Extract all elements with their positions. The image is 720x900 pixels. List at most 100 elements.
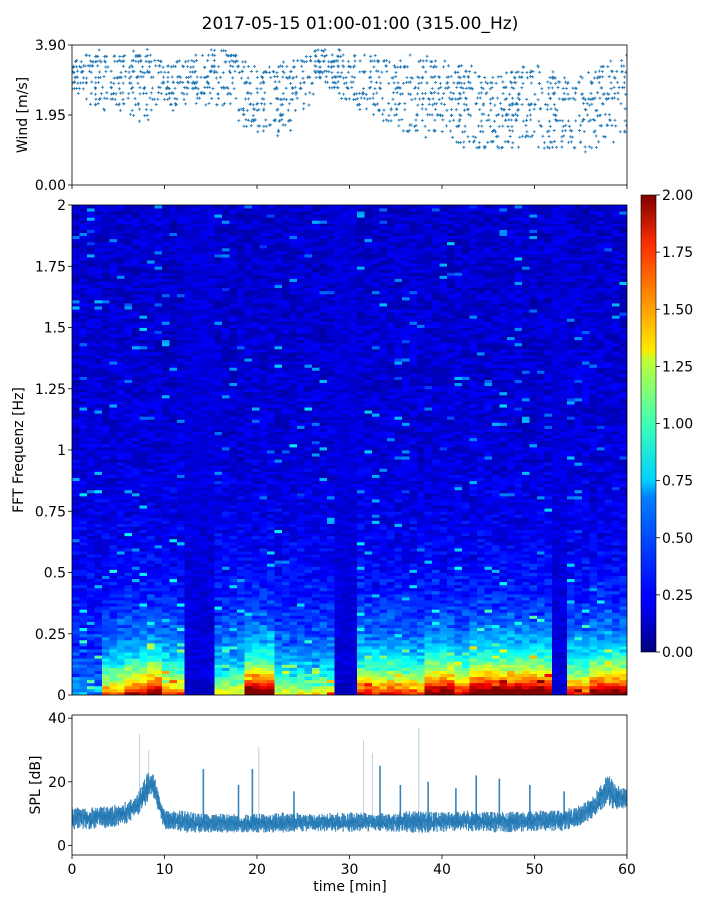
spectrogram-cell <box>147 321 155 325</box>
spectrogram-cell <box>139 306 148 310</box>
wind-point <box>601 75 605 79</box>
spectrogram-cell <box>147 404 155 408</box>
spectrogram-cell <box>117 489 125 494</box>
spectrogram-cell <box>192 688 200 693</box>
spectrogram-cell <box>192 572 200 576</box>
spectrogram-cell <box>94 272 103 276</box>
wind-point <box>154 64 158 68</box>
spectrogram-cell <box>162 373 170 377</box>
spectrogram-cell <box>94 627 103 632</box>
spectrogram-cell <box>199 459 208 463</box>
spectrogram-cell <box>124 367 133 371</box>
wind-point <box>327 70 331 74</box>
spectrogram-cell <box>72 566 80 570</box>
spectrogram-cell <box>199 382 208 387</box>
spectrogram-cell <box>147 318 155 322</box>
wind-point <box>501 92 505 96</box>
spectrogram-cell <box>229 649 238 653</box>
spectrogram-cell <box>94 312 103 316</box>
wind-point <box>580 76 584 80</box>
wind-point <box>433 118 437 122</box>
spectrogram-cell <box>199 391 208 396</box>
wind-point <box>539 107 543 111</box>
spectrogram-cell <box>199 557 208 561</box>
wind-point <box>187 75 191 79</box>
spectrogram-cell <box>169 572 178 576</box>
spectrogram-cell <box>154 250 163 255</box>
wind-point <box>242 65 246 69</box>
wind-point <box>267 71 271 75</box>
spectrogram-cell <box>87 272 95 276</box>
wind-point <box>168 96 172 100</box>
wind-point <box>190 59 194 63</box>
spectrogram-cell <box>177 636 185 641</box>
spectrogram-cell <box>117 495 125 500</box>
spectrogram-cell <box>207 260 215 264</box>
spectrogram-cell <box>117 569 125 573</box>
spectrogram-cell <box>184 572 193 576</box>
wind-point <box>247 91 251 95</box>
spectrogram-cell <box>102 554 110 558</box>
wind-point <box>117 81 121 85</box>
wind-point <box>184 60 188 64</box>
spectrogram-cell <box>222 263 230 267</box>
spectrogram-cell <box>222 287 230 292</box>
spectrogram-cell <box>222 440 230 445</box>
spectrogram-cell <box>207 299 215 304</box>
spectrogram-cell <box>117 627 125 632</box>
spectrogram-cell <box>147 263 155 267</box>
spectrogram-cell <box>79 254 88 258</box>
spectrogram-cell <box>87 489 95 494</box>
spectrogram-cell <box>222 370 230 374</box>
spectrogram-cell <box>222 456 230 460</box>
spectrogram-cell <box>222 597 230 601</box>
wind-point <box>207 102 211 106</box>
spectrogram-cell <box>102 416 110 420</box>
wind-point <box>260 97 264 101</box>
spectrogram-cell <box>139 450 148 454</box>
spectrogram-cell <box>169 679 178 684</box>
wind-point <box>552 103 556 107</box>
wind-point <box>620 59 624 63</box>
spectrogram-cell <box>192 474 200 478</box>
spectrogram-cell <box>102 566 110 570</box>
spectrogram-cell <box>102 250 110 255</box>
wind-point <box>316 59 320 63</box>
spectrogram-cell <box>72 560 80 564</box>
wind-point <box>228 71 232 75</box>
spectrogram-cell <box>207 407 215 411</box>
spectrogram-cell <box>162 336 170 341</box>
spectrogram-cell <box>154 290 163 295</box>
spectrogram-cell <box>222 388 230 393</box>
spectrogram-cell <box>72 575 80 580</box>
spectrogram-cell <box>207 229 215 233</box>
wind-point <box>432 65 436 69</box>
spectrogram-cell <box>109 646 118 650</box>
spectrogram-cell <box>72 235 80 240</box>
wind-point <box>547 129 551 133</box>
spectrogram-cell <box>72 318 80 322</box>
wind-point <box>548 124 552 128</box>
wind-point <box>416 92 420 96</box>
spectrogram-cell <box>207 446 215 451</box>
spectrogram-cell <box>214 511 223 515</box>
wind-point <box>481 102 485 106</box>
spectrogram-cell <box>72 211 80 215</box>
spectrogram-cell <box>214 250 223 255</box>
spectrogram-cell <box>154 685 163 690</box>
spectrogram-cell <box>192 263 200 267</box>
wind-point <box>251 103 255 107</box>
wind-point <box>76 81 80 85</box>
spectrogram-cell <box>199 544 208 549</box>
wind-point <box>548 75 552 79</box>
wind-point <box>89 91 93 95</box>
spectrogram-cell <box>177 615 185 619</box>
spectrogram-cell <box>147 419 155 423</box>
spectrogram-cell <box>79 508 88 512</box>
spectrogram-cell <box>139 618 148 622</box>
spectrogram-cell <box>222 618 230 622</box>
spectrogram-cell <box>199 572 208 576</box>
spectrogram-cell <box>199 563 208 567</box>
wind-point <box>341 59 345 63</box>
wind-point <box>387 81 391 85</box>
